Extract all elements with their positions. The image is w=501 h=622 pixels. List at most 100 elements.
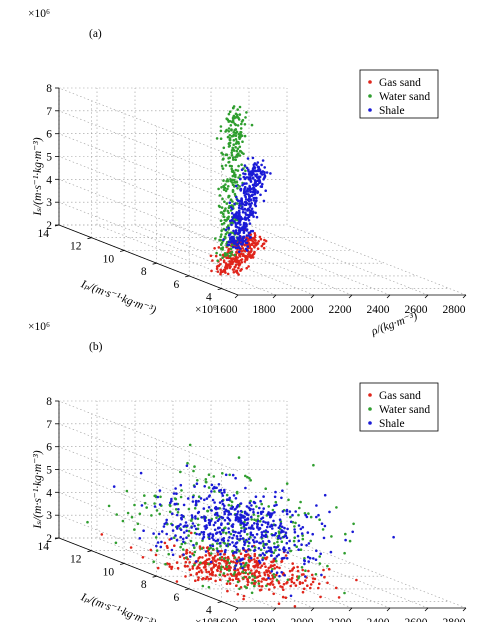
data-point — [153, 502, 156, 505]
data-point — [179, 483, 183, 487]
z-tick-label: 5 — [46, 152, 52, 164]
data-point — [300, 566, 304, 569]
data-point — [247, 537, 251, 541]
data-point — [275, 573, 278, 577]
data-point — [197, 495, 201, 499]
data-point — [285, 512, 289, 516]
data-point — [296, 565, 299, 569]
data-point — [188, 561, 191, 564]
data-point — [232, 178, 236, 182]
data-point — [229, 198, 233, 201]
data-point — [219, 268, 222, 272]
data-point — [224, 207, 227, 210]
data-point — [258, 235, 262, 239]
data-point — [245, 538, 248, 542]
data-point — [258, 519, 262, 523]
data-point — [292, 539, 296, 543]
data-point — [247, 568, 250, 571]
data-point — [306, 584, 309, 587]
data-point — [235, 573, 238, 577]
data-point — [243, 515, 246, 519]
data-point — [259, 566, 262, 569]
data-point — [158, 503, 162, 506]
data-point — [312, 463, 315, 467]
data-point — [307, 542, 311, 545]
data-point — [284, 596, 288, 599]
grid-line — [58, 469, 239, 540]
data-point — [172, 536, 176, 539]
x-tick-label: 2600 — [405, 617, 428, 622]
data-point — [234, 123, 238, 127]
data-point — [200, 516, 203, 519]
data-point — [212, 557, 215, 561]
data-point — [154, 553, 158, 557]
data-point — [228, 134, 232, 137]
data-point — [257, 547, 261, 550]
data-point — [219, 137, 223, 140]
data-point — [226, 135, 230, 139]
data-point — [239, 199, 242, 203]
data-point — [143, 494, 146, 497]
y-tick-label: 4 — [206, 292, 212, 304]
data-point — [222, 259, 226, 262]
data-point — [235, 548, 239, 552]
data-point — [230, 524, 234, 528]
data-point — [226, 555, 230, 559]
data-point — [256, 514, 260, 518]
data-point — [214, 564, 217, 567]
data-point — [253, 501, 256, 505]
data-point — [195, 572, 198, 576]
grid-line — [210, 537, 391, 609]
data-point — [208, 537, 211, 540]
data-point — [227, 112, 231, 116]
data-point — [115, 513, 118, 516]
z-tick-label: 7 — [46, 419, 52, 431]
data-point — [351, 530, 355, 534]
data-point — [251, 173, 254, 176]
data-point — [227, 498, 231, 502]
data-point — [248, 501, 252, 505]
data-point — [201, 539, 204, 542]
grid-line — [286, 224, 467, 296]
data-point — [250, 194, 254, 198]
data-point — [277, 526, 281, 529]
data-point — [229, 532, 233, 536]
data-point — [243, 510, 247, 514]
x-tick — [386, 294, 391, 299]
data-point — [220, 186, 223, 189]
data-point — [179, 545, 182, 549]
data-point — [239, 177, 242, 181]
data-point — [259, 553, 263, 557]
data-point — [191, 500, 195, 503]
data-point — [234, 263, 238, 267]
data-point — [270, 570, 274, 573]
y-tick — [120, 563, 125, 565]
data-point — [243, 200, 247, 204]
data-point — [237, 556, 241, 559]
data-point — [228, 543, 232, 546]
data-point — [280, 571, 284, 574]
data-point — [252, 508, 255, 511]
data-point — [239, 127, 243, 130]
data-point — [232, 139, 236, 142]
data-point — [130, 515, 134, 519]
data-point — [247, 565, 250, 569]
data-point — [265, 171, 269, 174]
data-point — [232, 215, 236, 219]
data-point — [266, 530, 270, 534]
data-point — [226, 178, 229, 181]
data-point — [142, 529, 145, 532]
data-point — [242, 235, 246, 239]
data-point — [279, 537, 282, 540]
data-point — [203, 515, 206, 518]
data-point — [244, 116, 247, 119]
grid-line — [58, 423, 239, 495]
data-point — [220, 491, 224, 495]
data-point — [244, 550, 248, 553]
data-point — [168, 565, 172, 568]
data-point — [244, 172, 247, 176]
data-point — [243, 203, 247, 207]
data-point — [301, 568, 305, 572]
legend-label: Shale — [379, 105, 405, 117]
data-point — [288, 510, 292, 513]
